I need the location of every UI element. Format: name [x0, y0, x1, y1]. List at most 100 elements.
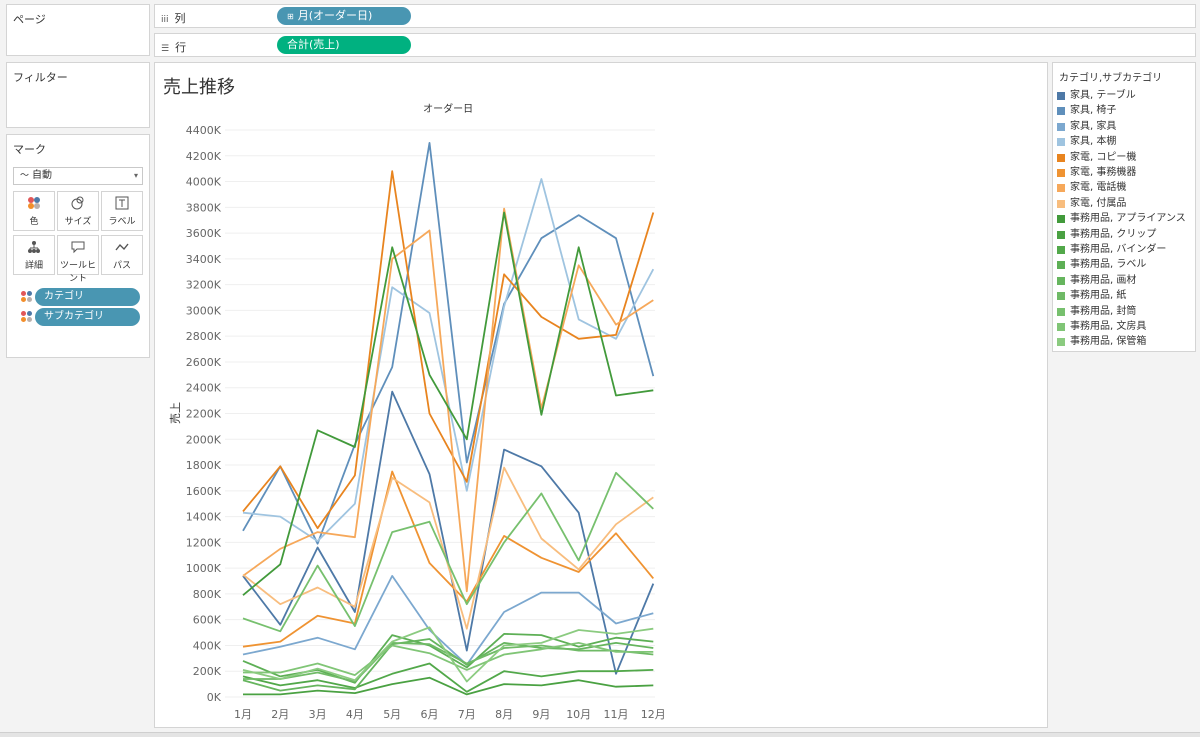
series-line: [242, 466, 654, 630]
y-tick-label: 3800K: [186, 201, 222, 214]
chart-title: 売上推移: [163, 77, 235, 98]
line-chart[interactable]: オーダー日 0K 200K 400K 600K 800K 1000K 1200K 1400K 16…: [155, 63, 1047, 727]
series-line: [242, 178, 655, 543]
legend-label: 家具, 本棚: [1070, 136, 1117, 148]
legend-swatch: [1057, 184, 1065, 193]
subcategory-pill[interactable]: サブカテゴリ: [35, 308, 140, 326]
legend-label: 事務用品, ラベル: [1070, 259, 1147, 271]
rows-icon: ☰: [161, 44, 170, 54]
chart-panel: 売上推移 オーダー日 0K 200K 400K 600K 800K 1000K 1200K 14…: [154, 62, 1048, 728]
filters-card[interactable]: フィルター: [6, 62, 150, 128]
color-button[interactable]: 色: [13, 191, 55, 231]
pages-card[interactable]: ページ: [6, 4, 150, 56]
x-tick-label: 4月: [346, 708, 364, 721]
legend-label: 家具, 椅子: [1070, 105, 1117, 117]
pages-label: ページ: [13, 13, 46, 26]
series-line: [243, 642, 654, 676]
chevron-down-icon: ▾: [133, 171, 138, 180]
legend-label: 事務用品, 封筒: [1070, 305, 1137, 317]
y-tick-label: 800K: [193, 588, 222, 601]
columns-label: iii 列: [161, 12, 186, 25]
size-button[interactable]: サイズ: [57, 191, 99, 231]
y-axis-label: 売上: [169, 402, 182, 424]
expand-icon: ⊞: [287, 12, 294, 21]
legend-swatch: [1057, 107, 1065, 116]
detail-button[interactable]: 詳細: [13, 235, 55, 275]
label-button-label: ラベル: [108, 217, 136, 227]
columns-pill[interactable]: ⊞ 月(オーダー日): [277, 7, 411, 25]
y-tick-label: 2200K: [186, 408, 222, 421]
sheet-tab-strip: [0, 732, 1200, 737]
path-button[interactable]: パス: [101, 235, 143, 275]
tooltip-button[interactable]: ツールヒント: [57, 235, 99, 284]
y-tick-label: 2000K: [186, 433, 222, 446]
y-tick-label: 1200K: [186, 536, 222, 549]
legend-swatch: [1057, 122, 1065, 131]
y-tick-label: 4000K: [186, 176, 222, 189]
series-line: [242, 626, 654, 683]
y-tick-label: 1400K: [186, 511, 222, 524]
x-tick-label: 8月: [495, 708, 513, 721]
legend-label: 事務用品, 画材: [1070, 274, 1137, 286]
legend-swatch: [1057, 230, 1065, 239]
path-icon: [102, 236, 142, 258]
legend-swatch: [1057, 246, 1065, 254]
legend-swatch: [1057, 338, 1065, 347]
legend-swatch: [1057, 153, 1065, 162]
legend-swatch: [1057, 323, 1065, 331]
legend-swatch: [1057, 199, 1065, 208]
legend-swatch: [1057, 307, 1065, 316]
legend-label: 事務用品, 保管箱: [1070, 336, 1147, 348]
legend-swatch: [1057, 138, 1065, 147]
legend-label: 家電, 電話機: [1070, 182, 1127, 194]
x-tick-label: 1月: [234, 708, 252, 721]
rows-pill[interactable]: 合計(売上): [277, 36, 411, 54]
legend-label: 家電, コピー機: [1070, 151, 1137, 163]
color-encoding-icon: [21, 291, 33, 303]
color-button-label: 色: [29, 217, 39, 227]
legend-swatch: [1057, 215, 1065, 224]
x-tick-label: 9月: [532, 708, 550, 721]
marks-card: マーク 〜自動 ▾ 色 サイズ ラベル 詳細 ツールヒント: [6, 134, 150, 358]
size-button-label: サイズ: [64, 217, 92, 227]
legend-label: 家具, テーブル: [1070, 90, 1136, 101]
legend-title: カテゴリ,サブカテゴリ: [1059, 73, 1163, 84]
legend-swatch: [1057, 169, 1065, 177]
legend-label: 家具, 家具: [1070, 120, 1117, 132]
legend-label: 事務用品, バインダー: [1070, 244, 1167, 255]
label-button[interactable]: ラベル: [101, 191, 143, 231]
y-tick-label: 2800K: [186, 330, 222, 343]
mark-type-dropdown[interactable]: 〜自動 ▾: [13, 167, 143, 185]
label-icon: [102, 192, 142, 214]
y-tick-label: 1600K: [186, 485, 222, 498]
legend-swatch: [1057, 92, 1065, 100]
series-line: [242, 470, 654, 648]
detail-icon: [14, 236, 54, 258]
y-tick-label: 2600K: [186, 356, 222, 369]
x-tick-label: 6月: [421, 708, 439, 721]
x-tick-label: 2月: [271, 708, 289, 721]
series-line: [242, 575, 654, 666]
column-header: オーダー日: [423, 102, 473, 115]
y-tick-label: 1800K: [186, 459, 222, 472]
y-tick-label: 200K: [193, 665, 222, 678]
y-tick-label: 2400K: [186, 382, 222, 395]
x-tick-label: 3月: [309, 708, 327, 721]
category-pill[interactable]: カテゴリ: [35, 288, 140, 306]
detail-button-label: 詳細: [24, 261, 43, 271]
x-tick-label: 5月: [383, 708, 401, 721]
y-tick-label: 3000K: [186, 304, 222, 317]
legend-label: 事務用品, クリップ: [1070, 228, 1157, 240]
legend-swatch: [1057, 292, 1065, 301]
x-tick-label: 12月: [641, 708, 666, 721]
x-tick-label: 7月: [458, 708, 476, 721]
legend-swatch: [1057, 276, 1065, 285]
rows-label: ☰ 行: [161, 41, 187, 54]
columns-icon: iii: [161, 15, 169, 25]
y-tick-label: 3400K: [186, 253, 222, 266]
y-tick-label: 3600K: [186, 227, 222, 240]
legend-label: 事務用品, アプライアンス: [1070, 213, 1186, 225]
rows-shelf[interactable]: ☰ 行 合計(売上): [154, 33, 1196, 57]
columns-shelf[interactable]: iii 列 ⊞ 月(オーダー日): [154, 4, 1196, 28]
y-tick-label: 4200K: [186, 150, 222, 163]
